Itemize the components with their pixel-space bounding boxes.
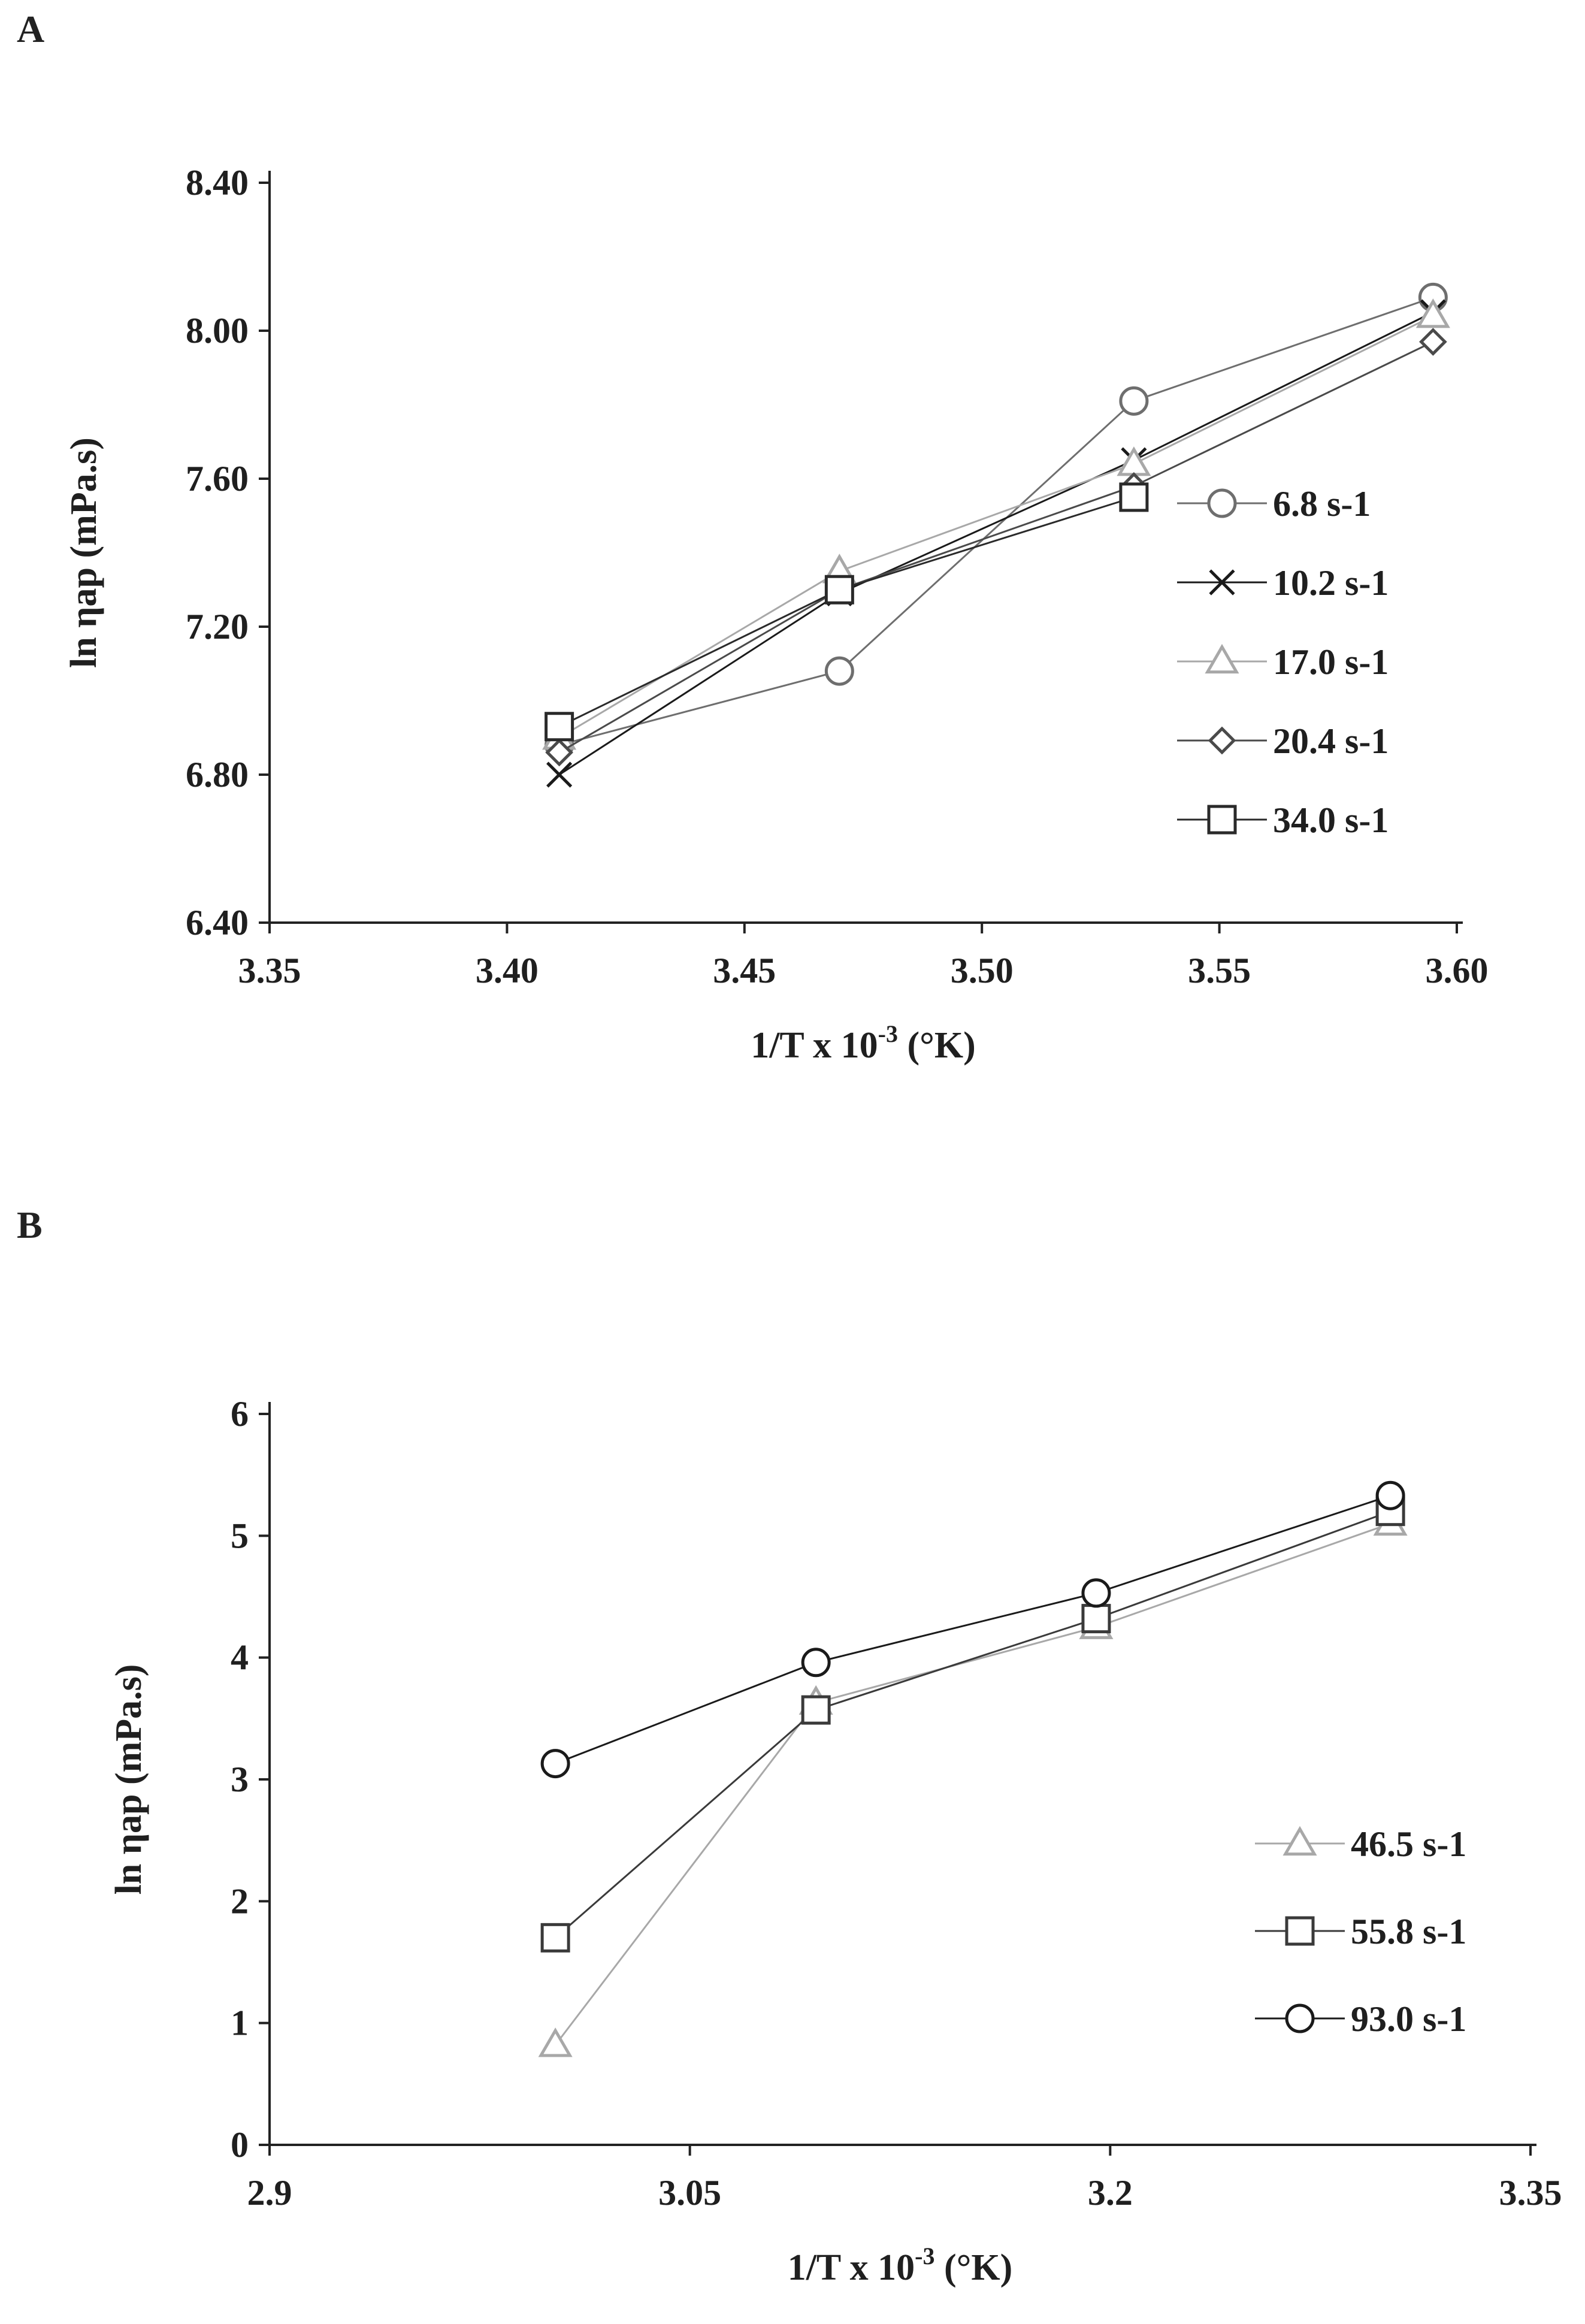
data-point (538, 2027, 573, 2057)
y-tick-label: 8.00 (186, 311, 249, 350)
chart-a: 6.40 6.80 7.20 7.60 8.00 8.40 3.35 3.40 3.45 3.50… (63, 163, 1489, 1066)
legend-marker (1207, 488, 1237, 518)
y-tick-label: 6.40 (186, 903, 249, 942)
data-point (546, 761, 573, 788)
series-line (555, 1494, 1391, 1764)
panel-label-a: A (17, 8, 45, 50)
legend-label: 34.0 s-1 (1273, 800, 1389, 840)
data-point (545, 738, 573, 767)
legend-label: 10.2 s-1 (1273, 563, 1389, 603)
x-axis-title-rest: (°K) (934, 2247, 1012, 2288)
y-tick-label: 6.80 (186, 755, 249, 794)
series-line (559, 297, 1433, 747)
x-tick-label: 3.2 (1088, 2173, 1133, 2213)
data-point (1419, 328, 1447, 356)
data-point (1119, 482, 1149, 512)
series-line (558, 315, 1434, 739)
series-line (558, 311, 1434, 776)
x-tick-label: 3.35 (1499, 2173, 1562, 2213)
legend-marker (1285, 1916, 1315, 1946)
y-tick-label: 1 (231, 2003, 249, 2043)
legend-marker (1205, 643, 1239, 674)
data-point (1081, 1604, 1111, 1634)
data-point (801, 1695, 831, 1725)
series-line (554, 1522, 1391, 2046)
y-tick-label: 6 (231, 1394, 249, 1434)
x-axis-title-base: 1/T x 10 (751, 1025, 878, 1066)
x-tick-label: 2.9 (247, 2173, 292, 2213)
series-2 (540, 1480, 1405, 1779)
series-line (558, 341, 1434, 754)
legend-marker (1209, 569, 1235, 596)
data-point (1119, 386, 1149, 416)
x-tick-label: 3.40 (476, 951, 539, 990)
y-tick-label: 2 (231, 1881, 249, 1921)
y-tick-label: 5 (231, 1516, 249, 1555)
x-axis-title: 1/T x 10-3 (°K) (788, 2243, 1013, 2288)
x-tick-label: 3.35 (238, 951, 301, 990)
panel-label-b: B (17, 1204, 43, 1246)
series-1 (540, 1497, 1405, 1953)
x-tick-label: 3.55 (1188, 951, 1251, 990)
legend-marker (1207, 805, 1237, 835)
data-point (1415, 298, 1450, 328)
data-point (540, 1923, 570, 1953)
series-line (555, 1510, 1391, 1939)
y-tick-label: 7.20 (186, 607, 249, 646)
data-point (1081, 1578, 1111, 1608)
y-tick-label: 7.60 (186, 459, 249, 498)
legend-label: 17.0 s-1 (1273, 642, 1389, 682)
x-axis-title-base: 1/T x 10 (788, 2247, 915, 2288)
x-axis-title-exp: -3 (915, 2243, 934, 2269)
data-point (1375, 1480, 1405, 1510)
data-point (545, 712, 574, 742)
data-point (801, 1648, 831, 1678)
legend-label: 46.5 s-1 (1351, 1824, 1466, 1864)
data-point (824, 656, 854, 686)
y-tick-label: 4 (231, 1638, 249, 1678)
legend-marker (1208, 726, 1236, 755)
x-tick-label: 3.50 (951, 951, 1014, 990)
legend-label: 93.0 s-1 (1351, 1999, 1466, 2039)
legend-marker (1282, 1826, 1317, 1856)
y-tick-label: 0 (231, 2125, 249, 2165)
y-axis-title: ln ηap (mPa.s) (108, 1664, 149, 1895)
series-0 (538, 1506, 1408, 2057)
data-point (824, 575, 854, 605)
legend-label: 20.4 s-1 (1273, 721, 1389, 761)
legend-marker (1285, 2003, 1315, 2033)
series-4 (545, 482, 1149, 742)
legend-label: 6.8 s-1 (1273, 484, 1371, 524)
y-tick-label: 3 (231, 1760, 249, 1799)
x-tick-label: 3.05 (658, 2173, 721, 2213)
x-axis-title-exp: -3 (878, 1020, 898, 1047)
data-point (540, 1749, 570, 1779)
x-axis-title-rest: (°K) (898, 1025, 976, 1066)
x-tick-label: 3.45 (713, 951, 776, 990)
x-tick-label: 3.60 (1426, 951, 1489, 990)
y-axis-title: ln ηap (mPa.s) (63, 437, 104, 668)
legend-label: 55.8 s-1 (1351, 1912, 1466, 1951)
y-tick-label: 8.40 (186, 163, 249, 203)
x-axis-title: 1/T x 10-3 (°K) (751, 1020, 976, 1066)
